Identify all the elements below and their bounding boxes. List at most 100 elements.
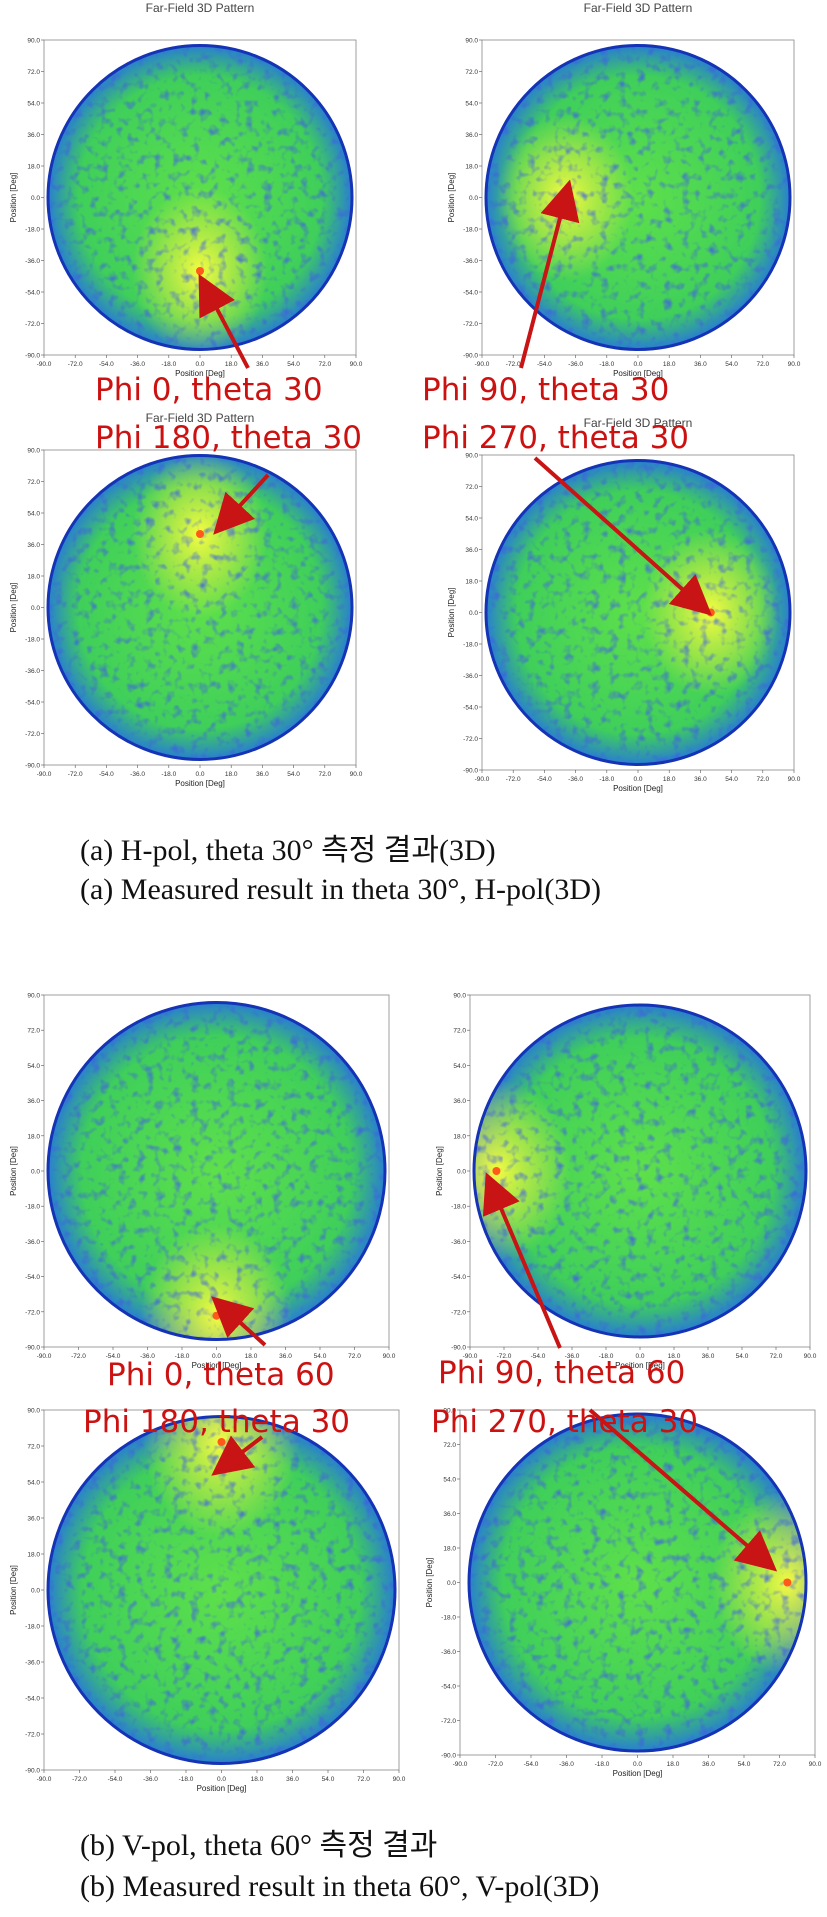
x-tick-label: -54.0 bbox=[106, 1353, 121, 1360]
y-tick-label: -54.0 bbox=[25, 700, 40, 707]
x-tick-label: 90.0 bbox=[393, 1776, 406, 1783]
y-tick-label: 18.0 bbox=[27, 574, 40, 581]
y-tick-label: -90.0 bbox=[441, 1753, 456, 1760]
y-tick-label: -72.0 bbox=[463, 736, 478, 743]
disc-edge bbox=[46, 1001, 387, 1341]
y-tick-label: 18.0 bbox=[453, 1133, 466, 1140]
x-tick-label: 0.0 bbox=[633, 776, 642, 783]
disc-edge bbox=[484, 44, 792, 351]
y-axis-label: Position [Deg] bbox=[9, 1146, 18, 1196]
y-tick-label: -54.0 bbox=[441, 1684, 456, 1691]
y-tick-label: 90.0 bbox=[443, 1408, 456, 1415]
y-tick-label: 72.0 bbox=[453, 1028, 466, 1035]
annotation-label: Phi 180, theta 30 bbox=[95, 420, 362, 456]
x-tick-label: 18.0 bbox=[245, 1353, 258, 1360]
speckle-texture bbox=[48, 45, 352, 350]
peak-marker bbox=[196, 530, 204, 538]
y-tick-label: 36.0 bbox=[443, 1511, 456, 1518]
x-tick-label: 54.0 bbox=[287, 771, 300, 778]
x-tick-label: -18.0 bbox=[599, 1353, 614, 1360]
x-axis-label: Position [Deg] bbox=[192, 1361, 242, 1370]
y-tick-label: 54.0 bbox=[27, 1063, 40, 1070]
speckle-texture bbox=[474, 1005, 806, 1337]
y-tick-label: 54.0 bbox=[27, 101, 40, 108]
x-tick-label: 72.0 bbox=[318, 361, 331, 368]
y-tick-label: 90.0 bbox=[27, 448, 40, 455]
y-tick-label: -54.0 bbox=[463, 290, 478, 297]
annotation-arrow bbox=[213, 473, 270, 535]
x-axis-label: Position [Deg] bbox=[175, 779, 225, 788]
annotation-arrow bbox=[211, 1296, 267, 1347]
y-tick-label: -72.0 bbox=[25, 1309, 40, 1316]
y-tick-label: -18.0 bbox=[25, 1624, 40, 1631]
y-axis-label: Position [Deg] bbox=[425, 1558, 434, 1608]
annotation-arrow bbox=[519, 179, 580, 369]
peak-marker bbox=[492, 1167, 501, 1175]
caption-a-english: (a) Measured result in theta 30°, H-pol(… bbox=[80, 873, 602, 906]
caption-a-korean: (a) H-pol, theta 30° 측정 결과(3D) bbox=[80, 834, 496, 867]
x-tick-label: 72.0 bbox=[770, 1353, 783, 1360]
y-tick-label: -72.0 bbox=[25, 1732, 40, 1739]
x-tick-label: -54.0 bbox=[108, 1776, 123, 1783]
x-tick-label: 90.0 bbox=[350, 771, 363, 778]
y-tick-label: 18.0 bbox=[27, 1552, 40, 1559]
x-tick-label: 54.0 bbox=[725, 776, 738, 783]
x-tick-label: -36.0 bbox=[568, 361, 583, 368]
y-tick-label: -18.0 bbox=[25, 1204, 40, 1211]
y-tick-label: 36.0 bbox=[27, 1098, 40, 1105]
chart-panel-b-bottom-right: -90.0 -72.0 -54.0 -36.0 -18.0 0.0 18.0 36.0 54.0… bbox=[425, 1408, 822, 1779]
x-tick-label: -72.0 bbox=[71, 1353, 86, 1360]
speckle-texture bbox=[486, 45, 790, 350]
x-tick-label: 36.0 bbox=[702, 1761, 715, 1768]
x-tick-label: 90.0 bbox=[788, 361, 801, 368]
y-tick-label: 0.0 bbox=[31, 1169, 40, 1176]
x-tick-label: 72.0 bbox=[773, 1761, 786, 1768]
x-tick-label: -18.0 bbox=[595, 1761, 610, 1768]
y-axis-label: Position [Deg] bbox=[447, 588, 456, 638]
y-tick-label: -90.0 bbox=[25, 1345, 40, 1352]
chart-panel-a-top-left: -90.0 -72.0 -54.0 -36.0 -18.0 0.0 18.0 36.0 54.0… bbox=[9, 1, 363, 378]
x-tick-label: -90.0 bbox=[463, 1353, 478, 1360]
x-axis-label: Position [Deg] bbox=[175, 369, 225, 378]
x-tick-label: 18.0 bbox=[251, 1776, 264, 1783]
x-tick-label: 0.0 bbox=[195, 361, 204, 368]
y-tick-label: -54.0 bbox=[25, 1274, 40, 1281]
disc-edge bbox=[472, 1003, 808, 1339]
y-tick-label: 54.0 bbox=[453, 1063, 466, 1070]
x-tick-label: -36.0 bbox=[568, 776, 583, 783]
x-tick-label: 90.0 bbox=[383, 1353, 396, 1360]
x-tick-label: -36.0 bbox=[140, 1353, 155, 1360]
y-tick-label: -36.0 bbox=[25, 1660, 40, 1667]
y-tick-label: -72.0 bbox=[451, 1309, 466, 1316]
speckle-texture bbox=[48, 1416, 395, 1764]
x-tick-label: 36.0 bbox=[256, 361, 269, 368]
y-tick-label: -72.0 bbox=[25, 321, 40, 328]
x-tick-label: 54.0 bbox=[725, 361, 738, 368]
x-tick-label: 54.0 bbox=[322, 1776, 335, 1783]
x-tick-label: 90.0 bbox=[788, 776, 801, 783]
y-tick-label: 36.0 bbox=[465, 132, 478, 139]
annotation-label: Phi 180, theta 30 bbox=[83, 1404, 350, 1440]
y-tick-label: 54.0 bbox=[465, 516, 478, 523]
x-tick-label: -90.0 bbox=[37, 1353, 52, 1360]
x-tick-label: -36.0 bbox=[143, 1776, 158, 1783]
x-tick-label: -36.0 bbox=[130, 361, 145, 368]
y-tick-label: -36.0 bbox=[441, 1649, 456, 1656]
x-tick-label: 72.0 bbox=[348, 1353, 361, 1360]
y-tick-label: 90.0 bbox=[465, 453, 478, 460]
x-tick-label: -54.0 bbox=[524, 1761, 539, 1768]
x-tick-label: 18.0 bbox=[225, 361, 238, 368]
disc-edge bbox=[46, 44, 354, 351]
x-tick-label: 90.0 bbox=[809, 1761, 822, 1768]
y-tick-label: 0.0 bbox=[469, 610, 478, 617]
chart-title: Far-Field 3D Pattern bbox=[584, 416, 693, 430]
x-tick-label: 18.0 bbox=[663, 361, 676, 368]
y-axis-label: Position [Deg] bbox=[9, 1565, 18, 1615]
x-tick-label: 90.0 bbox=[804, 1353, 817, 1360]
y-tick-label: 72.0 bbox=[27, 69, 40, 76]
x-tick-label: -54.0 bbox=[99, 771, 114, 778]
annotation-arrow bbox=[533, 456, 712, 616]
y-tick-label: 90.0 bbox=[27, 38, 40, 45]
y-tick-label: -36.0 bbox=[463, 673, 478, 680]
